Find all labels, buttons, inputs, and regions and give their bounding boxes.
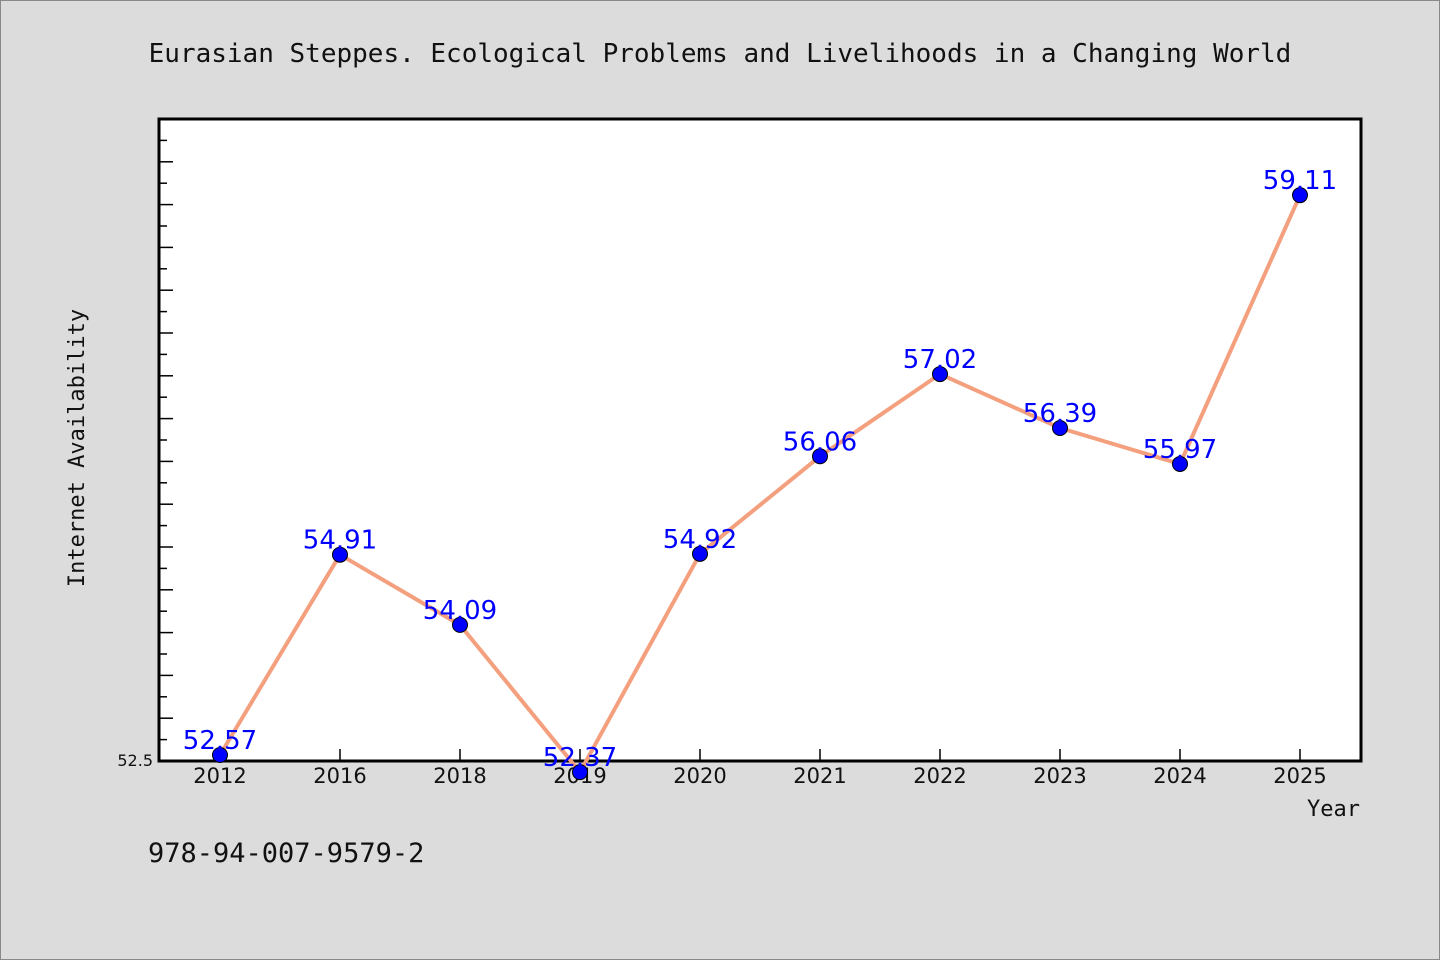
data-label: 57.02	[903, 345, 977, 375]
x-tick-label: 2022	[913, 764, 966, 788]
data-point	[452, 616, 468, 633]
data-point	[572, 764, 588, 781]
data-point	[212, 747, 228, 764]
data-label: 52.57	[183, 726, 257, 756]
x-tick-label: 2012	[193, 764, 246, 788]
data-label: 54.09	[423, 596, 497, 626]
x-tick-label: 2020	[673, 764, 726, 788]
chart-title: Eurasian Steppes. Ecological Problems an…	[149, 39, 1292, 69]
data-markers	[212, 187, 1308, 781]
isbn-text: 978-94-007-9579-2	[148, 838, 424, 869]
data-label: 59.11	[1263, 166, 1337, 196]
data-label: 56.39	[1023, 399, 1097, 429]
data-point	[332, 546, 348, 563]
x-axis-label: Year	[1307, 797, 1360, 822]
x-axis-ticks	[219, 749, 1301, 761]
data-point	[932, 366, 948, 383]
data-label: 55.97	[1143, 435, 1217, 465]
x-tick-label: 2025	[1273, 764, 1326, 788]
y-axis-ticks	[159, 118, 173, 762]
x-tick-label: 2016	[313, 764, 366, 788]
data-point	[1172, 455, 1188, 472]
x-axis-tick-labels: 2012201620182019202020212022202320242025	[193, 764, 1326, 788]
x-tick-label: 2023	[1033, 764, 1086, 788]
data-label: 54.91	[303, 526, 377, 556]
data-label: 54.92	[663, 525, 737, 555]
data-point	[1052, 420, 1068, 437]
data-point	[812, 448, 828, 465]
x-tick-label: 2021	[793, 764, 846, 788]
x-tick-label: 2024	[1153, 764, 1206, 788]
data-point	[692, 545, 708, 562]
data-label: 52.37	[543, 743, 617, 773]
y-tick-label: 52.5	[117, 751, 153, 770]
x-tick-label: 2018	[433, 764, 486, 788]
series-line	[218, 194, 1302, 775]
data-label: 56.06	[783, 427, 857, 457]
data-labels: 52.57 54.91 54.09 52.37 54.92 56.06 57.02 56.39…	[183, 166, 1337, 773]
data-point	[1292, 187, 1308, 204]
plot-area	[157, 117, 1363, 763]
y-axis-label: Internet Availability	[65, 309, 90, 587]
